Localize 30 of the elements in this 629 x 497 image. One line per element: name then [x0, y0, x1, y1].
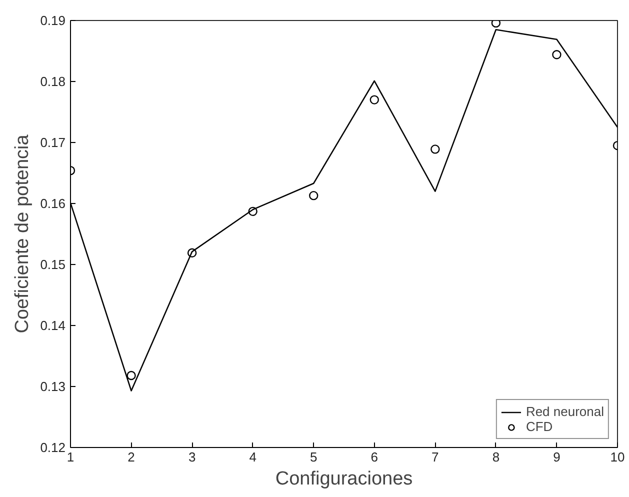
- point: [491, 20, 501, 28]
- x-tick-label: 7: [432, 450, 439, 464]
- point: [126, 370, 136, 380]
- point: [370, 95, 379, 104]
- y-tick-label: 0.19: [40, 13, 66, 28]
- point: [552, 50, 562, 60]
- point: [430, 144, 440, 154]
- x-tick-label: 5: [310, 450, 318, 464]
- y-tick-label: 0.13: [40, 379, 66, 394]
- y-axis-title: Coeficiente de potencia: [12, 134, 34, 334]
- point: [248, 206, 258, 216]
- point: [309, 190, 318, 200]
- point: [187, 248, 197, 258]
- y-tick-label: 0.12: [40, 440, 66, 455]
- x-axis-title: Configuraciones: [275, 468, 413, 490]
- legend-label: CFD: [526, 419, 553, 434]
- x-tick-label: 9: [553, 450, 560, 464]
- x-tick-label: 1: [66, 450, 74, 464]
- legend-label: Red neuronal: [526, 404, 604, 419]
- x-tick-label: 10: [610, 450, 625, 464]
- y-tick-label: 0.18: [40, 74, 66, 89]
- y-tick-label: 0.16: [40, 196, 66, 211]
- x-tick-label: 4: [249, 450, 256, 464]
- y-tick-label: 0.14: [40, 318, 66, 333]
- y-tick-label: 0.15: [40, 257, 66, 272]
- x-tick-label: 6: [370, 450, 378, 464]
- x-tick-label: 2: [128, 450, 135, 464]
- x-tick-label: 8: [492, 450, 500, 464]
- y-tick-label: 0.17: [40, 135, 66, 150]
- x-tick-label: 3: [188, 450, 196, 464]
